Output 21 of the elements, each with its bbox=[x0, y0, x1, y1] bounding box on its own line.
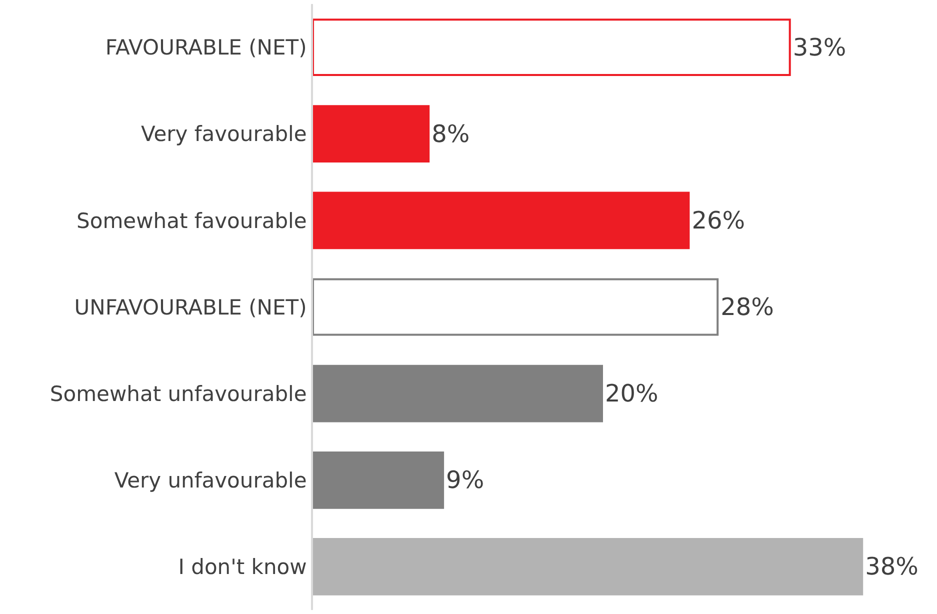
data-label: 33% bbox=[792, 33, 846, 62]
bar bbox=[313, 105, 430, 163]
y-tick-label: Somewhat unfavourable bbox=[50, 382, 307, 406]
data-label: 38% bbox=[865, 552, 918, 581]
y-tick-label: Somewhat favourable bbox=[76, 208, 307, 233]
bar bbox=[313, 538, 864, 596]
bar bbox=[313, 451, 444, 509]
y-tick-label: UNFAVOURABLE (NET) bbox=[74, 295, 307, 320]
bar bbox=[313, 364, 603, 422]
bar bbox=[313, 278, 719, 336]
y-tick-label: I don't know bbox=[178, 555, 307, 580]
bar bbox=[313, 192, 690, 250]
data-label: 26% bbox=[692, 206, 746, 234]
data-label: 28% bbox=[720, 293, 774, 321]
data-label: 9% bbox=[446, 466, 484, 494]
bar bbox=[313, 18, 791, 76]
data-label: 20% bbox=[605, 380, 658, 408]
data-label: 8% bbox=[432, 120, 470, 148]
y-tick-label: Very favourable bbox=[140, 122, 307, 146]
y-tick-label: FAVOURABLE (NET) bbox=[105, 36, 307, 60]
y-tick-label: Very unfavourable bbox=[114, 468, 307, 492]
